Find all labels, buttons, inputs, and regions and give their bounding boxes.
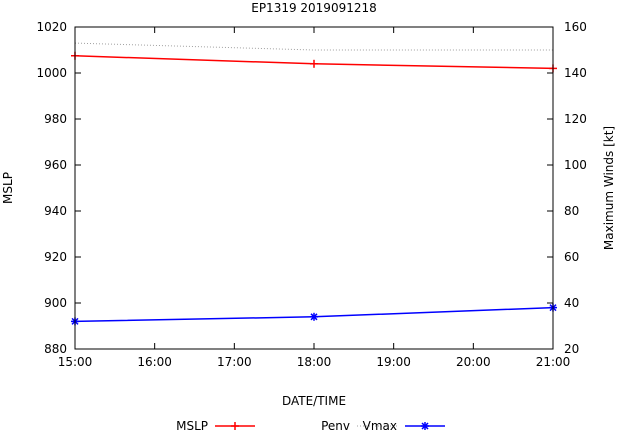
y-left-tick-label: 940 xyxy=(44,204,67,218)
x-tick-label: 18:00 xyxy=(297,355,332,369)
y-right-tick-label: 160 xyxy=(564,20,587,34)
x-tick-label: 21:00 xyxy=(536,355,571,369)
y-left-tick-label: 1000 xyxy=(36,66,67,80)
y-right-tick-label: 60 xyxy=(564,250,579,264)
legend: MSLP Penv Vmax xyxy=(176,419,445,432)
y-right-tick-label: 20 xyxy=(564,342,579,356)
x-tick-label: 15:00 xyxy=(58,355,93,369)
y-left-tick-label: 980 xyxy=(44,112,67,126)
y-axis-right-label: Maximum Winds [kt] xyxy=(602,126,616,250)
legend-label-penv: Penv xyxy=(321,419,350,432)
y-left-tick-label: 960 xyxy=(44,158,67,172)
vmax-data-point xyxy=(310,312,318,321)
y-left-tick-label: 900 xyxy=(44,296,67,310)
legend-marker-mslp xyxy=(231,422,239,430)
y-right-tick-label: 100 xyxy=(564,158,587,172)
legend-marker-vmax xyxy=(421,422,429,430)
y-left-tick-label: 1020 xyxy=(36,20,67,34)
x-tick-label: 17:00 xyxy=(217,355,252,369)
legend-label-mslp: MSLP xyxy=(176,419,208,432)
y-right-tick-label: 140 xyxy=(564,66,587,80)
x-tick-label: 16:00 xyxy=(137,355,172,369)
y-right-tick-label: 40 xyxy=(564,296,579,310)
x-tick-label: 19:00 xyxy=(376,355,411,369)
y-left-tick-label: 920 xyxy=(44,250,67,264)
x-tick-label: 20:00 xyxy=(456,355,491,369)
y-right-tick-label: 120 xyxy=(564,112,587,126)
mslp-data-point xyxy=(310,59,318,68)
x-axis-label: DATE/TIME xyxy=(282,394,346,408)
chart-title: EP1319 2019091218 xyxy=(251,1,377,15)
y-right-tick-label: 80 xyxy=(564,204,579,218)
y-axis-left-label: MSLP xyxy=(1,172,15,204)
y-left-tick-label: 880 xyxy=(44,342,67,356)
legend-label-vmax: Vmax xyxy=(363,419,397,432)
